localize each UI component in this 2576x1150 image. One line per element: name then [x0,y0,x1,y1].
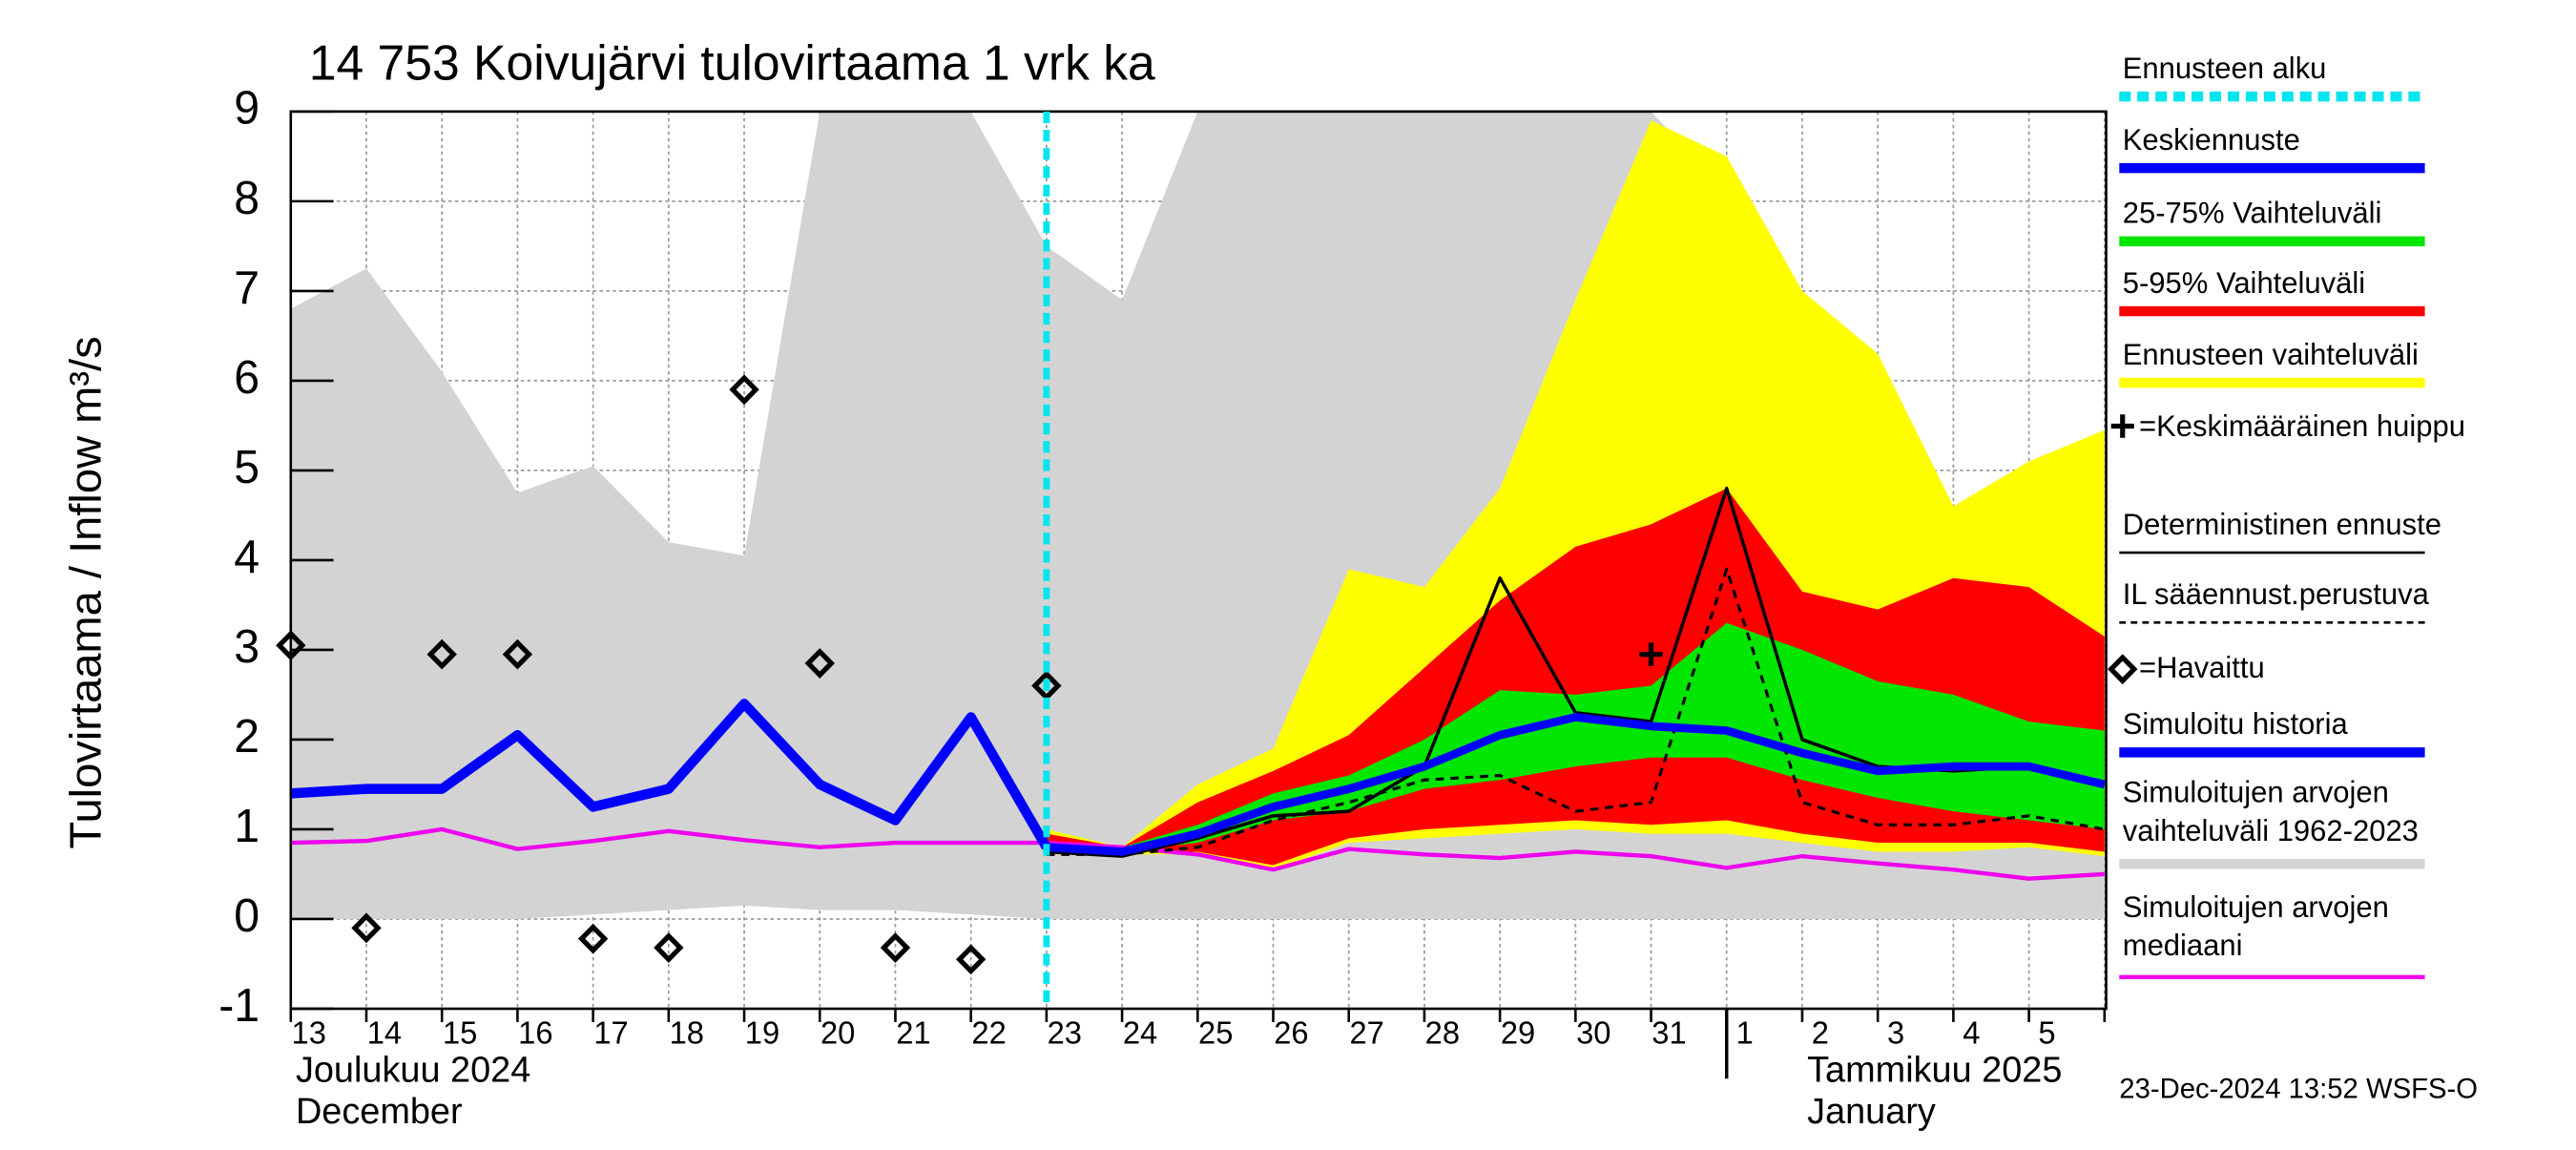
legend-label: 25-75% Vaihteluväli [2122,196,2382,230]
x-tick-label: 14 [367,1014,402,1050]
legend-marker [2110,414,2134,438]
observed-marker [502,638,533,670]
observed-marker [426,638,457,670]
legend-item: 5-95% Vaihteluväli [2122,266,2366,300]
legend-label: Ennusteen alku [2122,52,2327,85]
observed-marker [729,374,759,406]
x-tick-label: 3 [1887,1014,1904,1050]
y-tick-label: 2 [234,711,260,763]
observed-marker [880,932,911,963]
observed-marker [654,932,684,963]
legend-item: IL sääennust.perustuva [2122,577,2429,612]
month-label: Tammikuu 2025 [1807,1049,2062,1090]
x-tick-label: 27 [1349,1014,1383,1050]
observed-marker [577,923,609,954]
plot-frame [289,110,2108,1011]
footer: 23-Dec-2024 13:52 WSFS-O [2119,1073,2478,1104]
legend-label: IL sääennust.perustuva [2122,577,2429,612]
legend: Ennusteen alku Keskiennuste 25-75% Vaihtel… [2108,52,2466,980]
series-line [1046,567,2106,856]
legend-label: Simuloitujen arvojen vaihteluväli 1962-2… [2122,775,2419,847]
legend-item: =Havaittu [2138,650,2265,684]
y-axis-label: Tulovirtaama / Inflow m³/s [61,336,111,848]
legend-label: Keskiennuste [2122,123,2300,157]
legend-item: Simuloitu historia [2122,707,2348,742]
observed-marker [1031,670,1062,701]
y-tick-label: 0 [234,890,260,942]
month-label: Joulukuu 2024 [296,1049,530,1090]
month-label: December [296,1091,463,1132]
legend-item: Simuloitujen arvojen mediaani [2122,890,2389,963]
legend-label: 5-95% Vaihteluväli [2122,266,2366,300]
y-tick-label: 4 [234,532,260,583]
x-tick-label: 19 [745,1014,779,1050]
x-tick-label: 28 [1425,1014,1460,1050]
legend-label: =Keskimääräinen huippu [2138,409,2466,443]
x-tick-label: 31 [1652,1014,1686,1050]
legend-item: Keskiennuste [2122,123,2300,157]
x-tick-label: 20 [821,1014,855,1050]
x-tick-label: 15 [443,1014,477,1050]
y-tick-label: 1 [234,801,260,852]
x-tick-label: 30 [1576,1014,1610,1050]
chart-title: 14 753 Koivujärvi tulovirtaama 1 vrk ka [309,35,1155,91]
observed-marker [351,912,382,944]
y-tick-label: 9 [234,82,260,134]
y-tick-label: 5 [234,442,260,493]
plot-area [290,111,2107,1009]
x-tick-label: 26 [1274,1014,1308,1050]
legend-label: Simuloitu historia [2122,707,2348,742]
peak-marker [1639,642,1663,666]
legend-item: =Keskimääräinen huippu [2138,409,2466,443]
x-tick-label: 17 [593,1014,628,1050]
legend-label: Simuloitujen arvojen mediaani [2122,890,2389,963]
y-tick-label: -1 [218,980,260,1032]
month-label: January [1807,1091,1936,1132]
legend-item: Ennusteen vaihteluväli [2122,338,2419,371]
y-tick-label: 6 [234,352,260,404]
x-tick-label: 18 [670,1014,704,1050]
x-tick-label: 4 [1963,1014,1980,1050]
x-tick-label: 23 [1048,1014,1082,1050]
x-tick-label: 2 [1812,1014,1829,1050]
x-tick-label: 29 [1501,1014,1535,1050]
legend-label: Deterministinen ennuste [2122,507,2441,541]
x-tick-label: 1 [1736,1014,1754,1050]
legend-item: Ennusteen alku [2122,52,2327,85]
series-line [1046,713,2106,856]
x-tick-label: 16 [518,1014,552,1050]
legend-item: Deterministinen ennuste [2122,507,2441,541]
legend-item: 25-75% Vaihteluväli [2122,196,2382,230]
y-tick-label: 8 [234,172,260,223]
legend-label: =Havaittu [2138,650,2265,684]
x-tick-label: 22 [971,1014,1006,1050]
x-tick-label: 21 [896,1014,930,1050]
legend-item: Simuloitujen arvojen vaihteluväli 1962-2… [2122,775,2419,847]
series-line [290,699,1051,850]
legend-marker [2108,654,2138,685]
x-tick-label: 5 [2038,1014,2055,1050]
y-tick-label: 7 [234,262,260,314]
observed-marker [804,648,835,679]
observed-marker [276,630,306,661]
legend-label: Ennusteen vaihteluväli [2122,338,2419,371]
series-line [290,826,2105,881]
observed-marker [955,944,987,975]
x-tick-label: 25 [1198,1014,1233,1050]
y-tick-label: 3 [234,621,260,673]
x-tick-label: 24 [1123,1014,1157,1050]
x-tick-label: 13 [292,1014,326,1050]
